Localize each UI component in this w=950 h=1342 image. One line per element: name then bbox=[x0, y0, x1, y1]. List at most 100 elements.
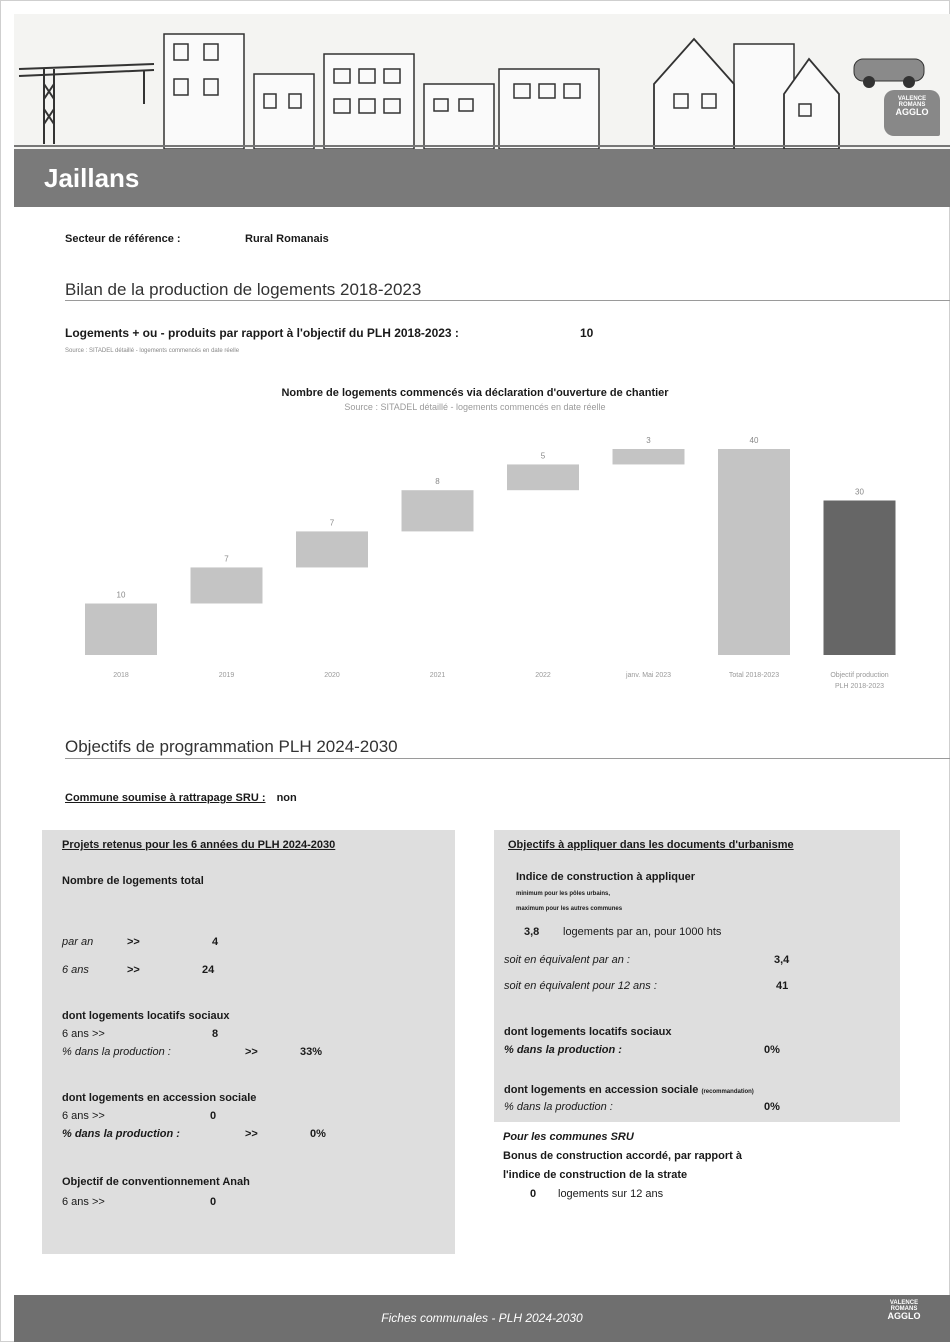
sru-note-line2: Bonus de construction accordé, par rappo… bbox=[503, 1150, 742, 1162]
agglo-logo-bottom: VALENCE ROMANS AGGLO bbox=[872, 1300, 936, 1338]
chart-bar-2 bbox=[296, 531, 368, 568]
chart-category-label-5: janv. Mai 2023 bbox=[625, 672, 671, 679]
logo-line-3: AGGLO bbox=[895, 107, 929, 117]
bilan-source: Source : SITADEL détaillé - logements co… bbox=[65, 348, 240, 354]
agglo-logo-top: VALENCE ROMANS AGGLO bbox=[884, 90, 940, 136]
sector-label: Secteur de référence : bbox=[65, 233, 181, 245]
obj-sociaux-pct-value: 0% bbox=[764, 1044, 780, 1056]
bilan-section-title: Bilan de la production de logements 2018… bbox=[65, 280, 422, 299]
waterfall-chart: 10 2018 7 2019 7 2020 8 2021 5 2022 3 janv. Mai 202… bbox=[85, 436, 896, 690]
accession-pct-arrow: >> bbox=[245, 1128, 258, 1140]
objectifs-panel-header: Objectifs à appliquer dans les documents… bbox=[508, 839, 794, 851]
par-an-arrow: >> bbox=[127, 936, 140, 948]
city-illustration bbox=[14, 33, 950, 149]
sociaux-6ans-label: 6 ans >> bbox=[62, 1028, 105, 1040]
chart-title: Nombre de logements commencés via déclar… bbox=[281, 387, 669, 399]
chart-bar-0 bbox=[85, 603, 157, 655]
footer-logo-line-3: AGGLO bbox=[887, 1311, 921, 1321]
accession-6ans-value: 0 bbox=[210, 1110, 217, 1122]
chart-data-label-5: 3 bbox=[646, 436, 651, 445]
chart-category-label-0: 2018 bbox=[113, 672, 129, 679]
sru-bonus-unit: logements sur 12 ans bbox=[558, 1188, 664, 1200]
logo-line-2: ROMANS bbox=[898, 102, 926, 108]
par-an-label: par an bbox=[62, 936, 94, 948]
footer-bar: Fiches communales - PLH 2024-2030 VALENC… bbox=[14, 1295, 950, 1342]
logements-ecart-label: Logements + ou - produits par rapport à … bbox=[65, 326, 459, 340]
chart-data-label-1: 7 bbox=[224, 554, 229, 563]
chart-category-label-7-line2: PLH 2018-2023 bbox=[835, 683, 884, 690]
chart-data-label-4: 5 bbox=[541, 451, 546, 460]
anah-title: Objectif de conventionnement Anah bbox=[62, 1176, 250, 1188]
obj-accession-title: dont logements en accession sociale (rec… bbox=[504, 1084, 754, 1096]
car-icon bbox=[853, 58, 925, 88]
indice-title: Indice de construction à appliquer bbox=[516, 871, 696, 883]
sru-value: non bbox=[276, 792, 297, 804]
programmation-section-title: Objectifs de programmation PLH 2024-2030 bbox=[65, 737, 398, 756]
sector-row: Secteur de référence : Rural Romanais bbox=[65, 233, 329, 245]
commune-name: Jaillans bbox=[44, 163, 140, 193]
indice-note-2: maximum pour les autres communes bbox=[516, 906, 623, 912]
obj-sociaux-title: dont logements locatifs sociaux bbox=[504, 1026, 672, 1038]
sru-label: Commune soumise à rattrapage SRU : bbox=[65, 792, 266, 804]
objectifs-urbanisme-panel: Objectifs à appliquer dans les documents… bbox=[494, 830, 900, 1122]
footer-text: Fiches communales - PLH 2024-2030 bbox=[381, 1311, 583, 1325]
chart-bar-1 bbox=[190, 567, 263, 604]
chart-category-label-4: 2022 bbox=[535, 672, 551, 679]
sociaux-6ans-value: 8 bbox=[212, 1028, 219, 1040]
obj-accession-pct-label: % dans la production : bbox=[504, 1101, 613, 1113]
chart-data-label-0: 10 bbox=[117, 591, 126, 600]
equiv-12-value: 41 bbox=[776, 980, 789, 992]
chart-bar-3 bbox=[401, 490, 474, 532]
obj-accession-note: (recommandation) bbox=[701, 1089, 754, 1095]
sector-value: Rural Romanais bbox=[245, 233, 329, 245]
chart-bar-7 bbox=[823, 500, 896, 655]
nombre-logements-title: Nombre de logements total bbox=[62, 875, 204, 887]
header-banner-illustration: VALENCE ROMANS AGGLO bbox=[14, 14, 950, 149]
logo-line-1: VALENCE bbox=[897, 96, 927, 102]
chart-category-label-6: Total 2018-2023 bbox=[729, 672, 779, 679]
anah-value: 0 bbox=[210, 1196, 217, 1208]
chart-subtitle: Source : SITADEL détaillé - logements co… bbox=[344, 402, 606, 412]
indice-value: 3,8 bbox=[524, 926, 540, 938]
equiv-an-value: 3,4 bbox=[774, 954, 790, 966]
sru-note-line3: l'indice de construction de la strate bbox=[503, 1169, 688, 1181]
obj-accession-pct-value: 0% bbox=[764, 1101, 780, 1113]
par-an-value: 4 bbox=[212, 936, 219, 948]
chart-category-label-3: 2021 bbox=[430, 672, 446, 679]
sru-bonus-value: 0 bbox=[530, 1188, 537, 1200]
crane-icon bbox=[18, 63, 155, 144]
accession-pct-label: % dans la production : bbox=[62, 1128, 180, 1140]
chart-data-label-7: 30 bbox=[855, 488, 864, 497]
chart-data-label-2: 7 bbox=[330, 518, 335, 527]
projets-panel-header: Projets retenus pour les 6 années du PLH… bbox=[62, 839, 336, 851]
commune-title-bar: Jaillans bbox=[14, 149, 950, 207]
chart-data-label-6: 40 bbox=[750, 436, 759, 445]
chart-data-label-3: 8 bbox=[435, 477, 440, 486]
footer-logo-line-1: VALENCE bbox=[889, 1300, 919, 1306]
chart-bar-4 bbox=[507, 464, 579, 491]
equiv-an-label: soit en équivalent par an : bbox=[504, 954, 630, 966]
accession-title: dont logements en accession sociale bbox=[62, 1092, 257, 1104]
sociaux-pct-arrow: >> bbox=[245, 1046, 258, 1058]
footer-logo-line-2: ROMANS bbox=[890, 1306, 918, 1312]
sru-row: Commune soumise à rattrapage SRU : non bbox=[65, 792, 297, 804]
six-ans-value: 24 bbox=[202, 964, 215, 976]
six-ans-arrow: >> bbox=[127, 964, 140, 976]
sociaux-title: dont logements locatifs sociaux bbox=[62, 1010, 230, 1022]
accession-pct-value: 0% bbox=[310, 1128, 326, 1140]
chart-bar-6 bbox=[718, 449, 790, 655]
indice-note-1: minimum pour les pôles urbains, bbox=[516, 891, 611, 897]
chart-category-label-2: 2020 bbox=[324, 672, 340, 679]
accession-6ans-label: 6 ans >> bbox=[62, 1110, 105, 1122]
programmation-section-divider bbox=[65, 758, 950, 759]
chart-bar-5 bbox=[612, 449, 685, 465]
obj-sociaux-pct-label: % dans la production : bbox=[504, 1044, 622, 1056]
sociaux-pct-value: 33% bbox=[300, 1046, 323, 1058]
chart-category-label-1: 2019 bbox=[219, 672, 235, 679]
six-ans-label: 6 ans bbox=[62, 964, 89, 976]
obj-accession-title-text: dont logements en accession sociale bbox=[504, 1084, 699, 1096]
indice-unit: logements par an, pour 1000 hts bbox=[563, 926, 722, 938]
anah-6ans-label: 6 ans >> bbox=[62, 1196, 105, 1208]
projets-panel: Projets retenus pour les 6 années du PLH… bbox=[42, 830, 455, 1254]
logements-ecart-value: 10 bbox=[580, 326, 594, 340]
